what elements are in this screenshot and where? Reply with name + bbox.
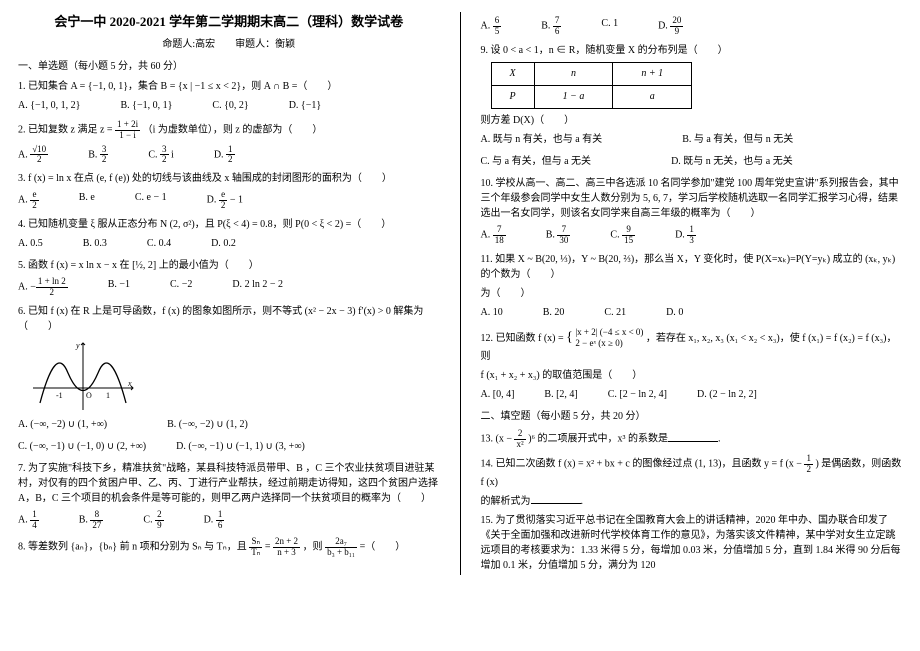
q5-options: A. −1 + ln 22 B. −1 C. −2 D. 2 ln 2 − 2 <box>18 277 440 298</box>
q8-C: C. 1 <box>601 16 618 37</box>
q4-B: B. 0.3 <box>83 236 107 252</box>
q1-options: A. {−1, 0, 1, 2} B. {−1, 0, 1} C. {0, 2}… <box>18 98 440 114</box>
q4-A: A. 0.5 <box>18 236 43 252</box>
q12-D: D. (2 − ln 2, 2] <box>697 387 757 403</box>
q8-B: B. 76 <box>541 16 561 37</box>
q5-text: 5. 函数 f (x) = x ln x − x 在 [½, 2] 上的最小值为… <box>18 258 440 273</box>
q2-A: A. √102 <box>18 145 48 166</box>
q6-text: 6. 已知 f (x) 在 R 上是可导函数，f (x) 的图象如图所示，则不等… <box>18 304 440 334</box>
q7-A: A. 14 <box>18 510 39 531</box>
q7-D: D. 16 <box>204 510 225 531</box>
q11-C: C. 21 <box>604 305 626 321</box>
q2-C: C. 32 i <box>148 145 173 166</box>
q12-B: B. [2, 4] <box>544 387 577 403</box>
q6-B: B. (−∞, −2) ∪ (1, 2) <box>167 417 248 433</box>
q10-options: A. 718 B. 730 C. 915 D. 13 <box>481 225 903 246</box>
q6-graph: -1 1 O x y <box>28 338 138 413</box>
section2-heading: 二、填空题（每小题 5 分，共 20 分） <box>481 409 903 425</box>
q3-text: 3. f (x) = ln x 在点 (e, f (e)) 处的切线与该曲线及 … <box>18 171 440 186</box>
q9-text2: 则方差 D(X)（ ） <box>481 113 903 128</box>
q7-B: B. 827 <box>79 510 104 531</box>
q9-A: A. 既与 n 有关，也与 a 有关 <box>481 132 603 148</box>
svg-text:x: x <box>127 379 132 388</box>
q5-A: A. −1 + ln 22 <box>18 277 68 298</box>
q3-options: A. e2 B. e C. e − 1 D. e2 − 1 <box>18 190 440 211</box>
q9-options-row2: C. 与 a 有关，但与 a 无关 D. 既与 n 无关，也与 a 无关 <box>481 154 903 170</box>
q6-D: D. (−∞, −1) ∪ (−1, 1) ∪ (3, +∞) <box>176 439 305 455</box>
q2-D: D. 12 <box>214 145 235 166</box>
q7-C: C. 29 <box>143 510 163 531</box>
q7-text: 7. 为了实施"科技下乡，精准扶贫"战略，某县科技特派员带甲、B ，C 三个农业… <box>18 461 440 506</box>
q7-options: A. 14 B. 827 C. 29 D. 16 <box>18 510 440 531</box>
q1-B: B. {−1, 0, 1} <box>120 98 172 114</box>
q8-options: A. 65 B. 76 C. 1 D. 209 <box>481 16 903 37</box>
q5-B: B. −1 <box>108 277 130 298</box>
q12-C: C. [2 − ln 2, 4] <box>608 387 667 403</box>
q6-options-row1: A. (−∞, −2) ∪ (1, +∞) B. (−∞, −2) ∪ (1, … <box>18 417 440 433</box>
q9-options-row1: A. 既与 n 有关，也与 a 有关 B. 与 a 有关，但与 n 无关 <box>481 132 903 148</box>
q2-text: 2. 已知复数 z 满足 z = 1 + 2i1 − i （i 为虚数单位），则… <box>18 120 440 141</box>
q11-A: A. 10 <box>481 305 503 321</box>
q9-D: D. 既与 n 无关，也与 a 无关 <box>671 154 793 170</box>
svg-text:O: O <box>86 391 92 400</box>
q6-options-row2: C. (−∞, −1) ∪ (−1, 0) ∪ (2, +∞) D. (−∞, … <box>18 439 440 455</box>
q2-B: B. 32 <box>88 145 108 166</box>
q12-options: A. [0, 4] B. [2, 4] C. [2 − ln 2, 4] D. … <box>481 387 903 403</box>
q2-options: A. √102 B. 32 C. 32 i D. 12 <box>18 145 440 166</box>
section1-heading: 一、单选题（每小题 5 分，共 60 分） <box>18 59 440 75</box>
q3-A: A. e2 <box>18 190 39 211</box>
q9-table: Xnn + 1 P1 − aa <box>491 62 693 109</box>
q10-text: 10. 学校从高一、高二、高三中各选派 10 名同学参加"建党 100 周年党史… <box>481 176 903 221</box>
q1-D: D. {−1} <box>289 98 321 114</box>
q9-C: C. 与 a 有关，但与 a 无关 <box>481 154 592 170</box>
q4-text: 4. 已知随机变量 ξ 服从正态分布 N (2, σ²)，且 P(ξ < 4) … <box>18 217 440 232</box>
svg-text:1: 1 <box>106 391 110 400</box>
q13-blank <box>668 432 718 442</box>
q8-A: A. 65 <box>481 16 502 37</box>
q11-D: D. 0 <box>666 305 683 321</box>
right-column: A. 65 B. 76 C. 1 D. 209 9. 设 0 < a < 1，n… <box>481 12 903 575</box>
q9-B: B. 与 a 有关，但与 n 无关 <box>682 132 793 148</box>
column-divider <box>460 12 461 575</box>
q4-D: D. 0.2 <box>211 236 236 252</box>
q10-D: D. 13 <box>675 225 696 246</box>
q3-B: B. e <box>79 190 95 211</box>
q14-blank <box>531 494 581 504</box>
q11-text: 11. 如果 X ~ B(20, ⅓)，Y ~ B(20, ⅔)，那么当 X，Y… <box>481 252 903 282</box>
q10-A: A. 718 <box>481 225 506 246</box>
q3-C: C. e − 1 <box>135 190 167 211</box>
q11-text-cont: 为（ ） <box>481 286 903 301</box>
q1-text: 1. 已知集合 A = {−1, 0, 1}，集合 B = {x | −1 ≤ … <box>18 79 440 94</box>
q9-text: 9. 设 0 < a < 1，n ∈ R，随机变量 X 的分布列是（ ） <box>481 43 903 58</box>
q14-text2: 的解析式为. <box>481 494 903 509</box>
q1-A: A. {−1, 0, 1, 2} <box>18 98 80 114</box>
q10-C: C. 915 <box>610 225 635 246</box>
q12-A: A. [0, 4] <box>481 387 515 403</box>
q15-text: 15. 为了贯彻落实习近平总书记在全国教育大会上的讲话精神，2020 年中办、国… <box>481 513 903 573</box>
svg-text:-1: -1 <box>56 391 63 400</box>
q4-options: A. 0.5 B. 0.3 C. 0.4 D. 0.2 <box>18 236 440 252</box>
q8-text: 8. 等差数列 {aₙ}，{bₙ} 前 n 项和分别为 Sₙ 与 Tₙ，且 Sₙ… <box>18 537 440 558</box>
left-column: 会宁一中 2020-2021 学年第二学期期末高二（理科）数学试卷 命题人:高宏… <box>18 12 440 575</box>
q12-text: 12. 已知函数 f (x) = { |x + 2| (−4 ≤ x < 0) … <box>481 327 903 365</box>
q6-A: A. (−∞, −2) ∪ (1, +∞) <box>18 417 107 433</box>
q11-options: A. 10 B. 20 C. 21 D. 0 <box>481 305 903 321</box>
q1-C: C. {0, 2} <box>212 98 248 114</box>
exam-authors: 命题人:高宏 审题人：衡颖 <box>18 37 440 53</box>
q5-C: C. −2 <box>170 277 192 298</box>
q5-D: D. 2 ln 2 − 2 <box>232 277 283 298</box>
q10-B: B. 730 <box>546 225 571 246</box>
exam-title: 会宁一中 2020-2021 学年第二学期期末高二（理科）数学试卷 <box>18 12 440 33</box>
svg-text:y: y <box>75 341 80 350</box>
q6-C: C. (−∞, −1) ∪ (−1, 0) ∪ (2, +∞) <box>18 439 146 455</box>
q11-B: B. 20 <box>543 305 565 321</box>
q13-text: 13. (x − 2x² )⁶ 的二项展开式中，x³ 的系数是. <box>481 429 903 450</box>
q3-D: D. e2 − 1 <box>207 190 243 211</box>
q8-D: D. 209 <box>658 16 683 37</box>
q4-C: C. 0.4 <box>147 236 171 252</box>
q14-text: 14. 已知二次函数 f (x) = x² + bx + c 的图像经过点 (1… <box>481 454 903 490</box>
q12-text2: f (x₁ + x₂ + x₃) 的取值范围是（ ） <box>481 368 903 383</box>
